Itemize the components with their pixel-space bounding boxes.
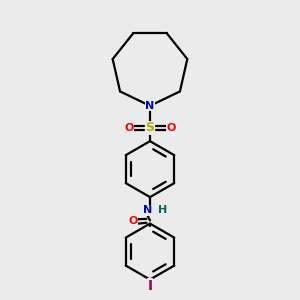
Text: O: O [124,123,134,133]
Text: I: I [147,279,153,293]
Text: N: N [143,206,152,215]
Text: O: O [128,216,138,226]
Text: S: S [146,122,154,134]
Text: N: N [146,101,154,111]
Text: H: H [158,206,167,215]
Text: O: O [167,123,176,133]
